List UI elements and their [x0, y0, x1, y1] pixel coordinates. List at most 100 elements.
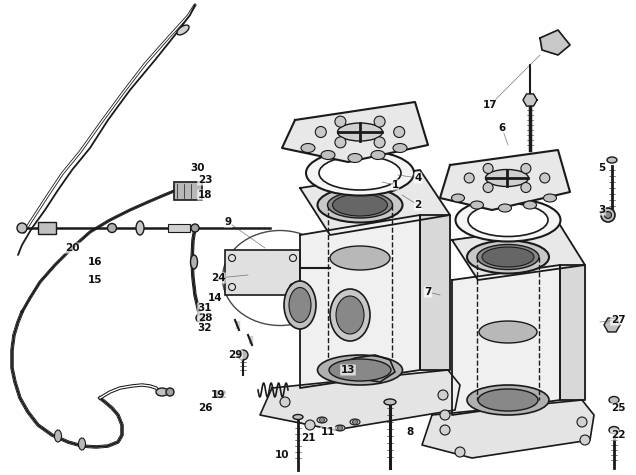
- Circle shape: [305, 420, 315, 430]
- Ellipse shape: [523, 201, 537, 209]
- Text: 16: 16: [88, 257, 102, 267]
- Polygon shape: [560, 265, 585, 400]
- Ellipse shape: [452, 194, 464, 202]
- Polygon shape: [300, 215, 420, 388]
- Ellipse shape: [329, 359, 391, 381]
- Text: 11: 11: [321, 427, 335, 437]
- Bar: [174, 182, 202, 200]
- Circle shape: [483, 182, 493, 192]
- Ellipse shape: [328, 192, 392, 218]
- Ellipse shape: [177, 25, 189, 35]
- Ellipse shape: [479, 321, 537, 343]
- Ellipse shape: [317, 355, 403, 385]
- Ellipse shape: [468, 203, 548, 237]
- Text: 19: 19: [211, 390, 225, 400]
- Ellipse shape: [336, 296, 364, 334]
- Text: 17: 17: [483, 100, 497, 110]
- Ellipse shape: [477, 245, 539, 269]
- Ellipse shape: [384, 399, 396, 405]
- Text: 20: 20: [65, 243, 80, 253]
- Circle shape: [352, 419, 357, 425]
- Text: 26: 26: [198, 403, 212, 413]
- Circle shape: [394, 126, 404, 137]
- Circle shape: [440, 410, 450, 420]
- Circle shape: [338, 426, 343, 430]
- Text: 25: 25: [611, 403, 625, 413]
- Circle shape: [483, 163, 493, 173]
- Polygon shape: [452, 225, 585, 280]
- Ellipse shape: [467, 240, 549, 274]
- Ellipse shape: [482, 247, 534, 267]
- Circle shape: [521, 163, 531, 173]
- Ellipse shape: [348, 153, 362, 162]
- Text: 28: 28: [198, 313, 212, 323]
- Text: 31: 31: [198, 303, 212, 313]
- Polygon shape: [260, 370, 460, 430]
- Text: 9: 9: [225, 217, 232, 227]
- Circle shape: [166, 388, 174, 396]
- Bar: [168, 224, 190, 232]
- Ellipse shape: [330, 289, 370, 341]
- Ellipse shape: [455, 199, 560, 241]
- Circle shape: [335, 116, 346, 127]
- Ellipse shape: [499, 204, 511, 212]
- Circle shape: [438, 390, 448, 400]
- Ellipse shape: [544, 194, 556, 202]
- Polygon shape: [330, 355, 395, 382]
- Circle shape: [455, 447, 465, 457]
- Ellipse shape: [317, 188, 403, 222]
- Text: 23: 23: [198, 175, 212, 185]
- Ellipse shape: [319, 156, 401, 190]
- Text: 1: 1: [391, 180, 399, 190]
- Polygon shape: [452, 265, 560, 415]
- Circle shape: [319, 418, 324, 422]
- Circle shape: [196, 314, 204, 322]
- Text: 6: 6: [499, 123, 506, 133]
- Polygon shape: [300, 170, 450, 235]
- Polygon shape: [604, 318, 620, 332]
- Text: 18: 18: [198, 190, 212, 200]
- Text: 5: 5: [598, 163, 605, 173]
- Polygon shape: [282, 102, 428, 162]
- Ellipse shape: [330, 246, 390, 270]
- Text: 29: 29: [228, 350, 242, 360]
- Text: 2: 2: [415, 200, 422, 210]
- Ellipse shape: [609, 397, 619, 403]
- Circle shape: [280, 397, 290, 407]
- Ellipse shape: [78, 438, 85, 450]
- Circle shape: [17, 223, 27, 233]
- Circle shape: [374, 116, 385, 127]
- Polygon shape: [225, 250, 300, 295]
- Polygon shape: [422, 400, 594, 458]
- Circle shape: [315, 126, 326, 137]
- Circle shape: [238, 350, 248, 360]
- Text: 24: 24: [211, 273, 225, 283]
- Ellipse shape: [156, 388, 168, 396]
- Circle shape: [107, 224, 116, 232]
- Text: 14: 14: [208, 293, 223, 303]
- Ellipse shape: [317, 417, 327, 423]
- Text: 30: 30: [191, 163, 205, 173]
- Ellipse shape: [333, 194, 387, 216]
- Circle shape: [335, 137, 346, 148]
- Circle shape: [521, 182, 531, 192]
- Text: 32: 32: [198, 323, 212, 333]
- Ellipse shape: [485, 170, 529, 187]
- Ellipse shape: [321, 151, 335, 160]
- Ellipse shape: [293, 415, 303, 419]
- Ellipse shape: [467, 385, 549, 415]
- Ellipse shape: [284, 281, 316, 329]
- Circle shape: [464, 173, 474, 183]
- Ellipse shape: [301, 143, 315, 152]
- Text: 13: 13: [341, 365, 356, 375]
- Text: 27: 27: [611, 315, 625, 325]
- Ellipse shape: [607, 157, 617, 163]
- Text: 3: 3: [598, 205, 605, 215]
- Ellipse shape: [335, 425, 345, 431]
- Text: 7: 7: [424, 287, 432, 297]
- Polygon shape: [523, 94, 537, 106]
- Text: 22: 22: [611, 430, 625, 440]
- Ellipse shape: [371, 151, 385, 160]
- Ellipse shape: [609, 427, 619, 434]
- Ellipse shape: [191, 255, 198, 269]
